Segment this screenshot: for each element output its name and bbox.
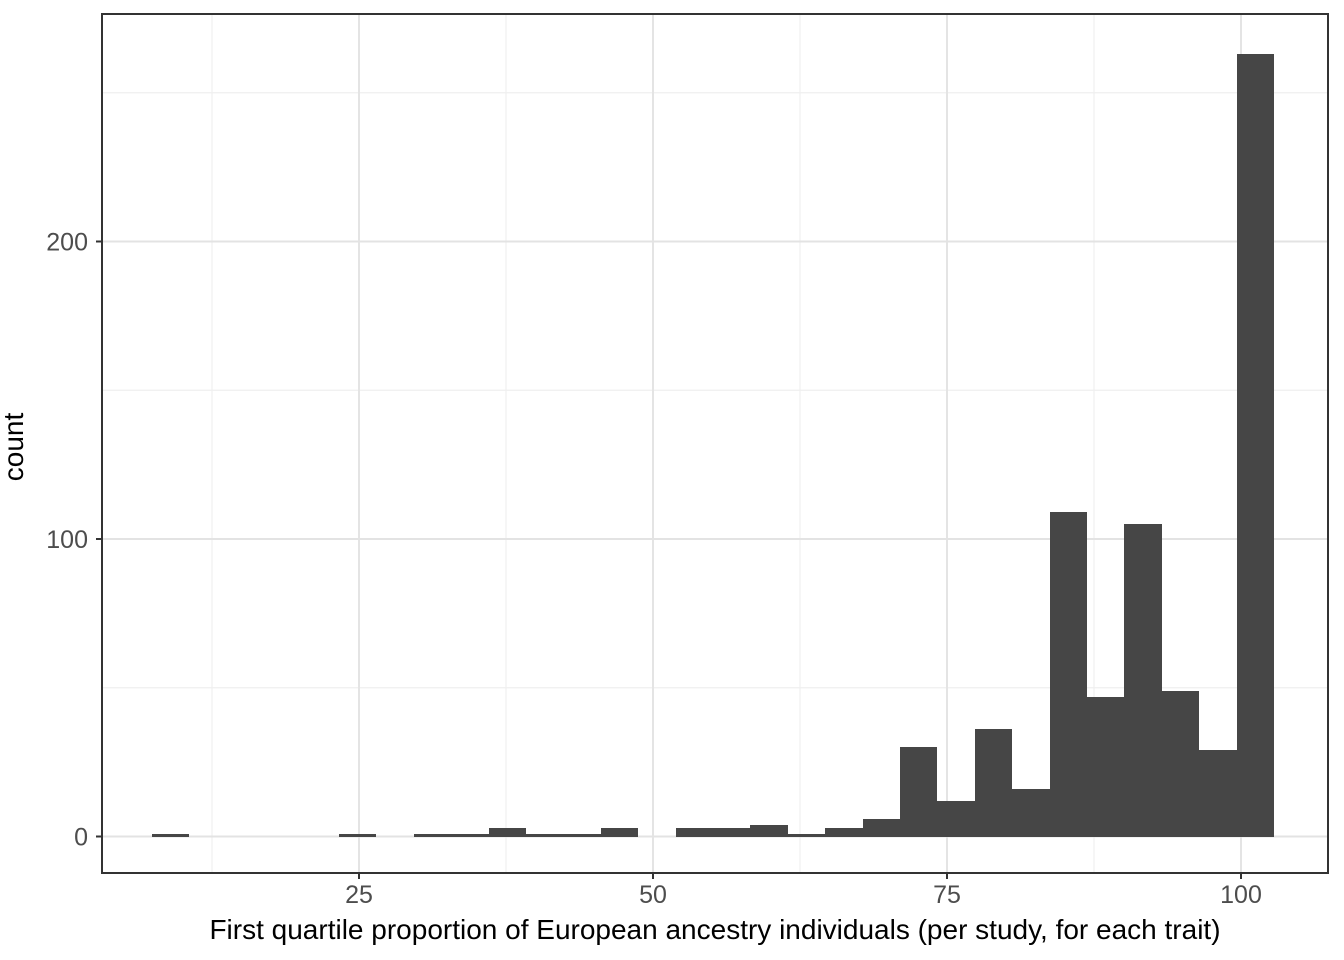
histogram-bar (1237, 54, 1274, 837)
histogram-bar (1124, 524, 1162, 837)
histogram-bar (601, 828, 638, 837)
histogram-bar (900, 747, 937, 837)
histogram-bar (1012, 789, 1050, 837)
histogram-bar (937, 801, 975, 837)
histogram-bar (750, 825, 788, 837)
histogram-bar (526, 834, 563, 837)
panel-border (101, 13, 1329, 874)
x-tick-label: 75 (933, 881, 961, 909)
histogram-bar (152, 834, 189, 837)
histogram-bar (563, 834, 601, 837)
histogram-bar (339, 834, 376, 837)
histogram-bar (975, 729, 1012, 837)
x-tick-label: 100 (1220, 881, 1262, 909)
histogram-bar (1199, 750, 1237, 837)
histogram-bar (489, 828, 526, 837)
y-axis-title: count (0, 412, 29, 482)
histogram-bar (788, 834, 825, 837)
histogram-bar (1162, 691, 1199, 837)
x-tick-label: 25 (345, 881, 373, 909)
histogram-bar (713, 828, 750, 837)
histogram-bar (1050, 512, 1087, 837)
y-tick-label: 200 (46, 229, 88, 257)
histogram-bar (863, 819, 900, 837)
x-axis-title: First quartile proportion of European an… (209, 914, 1221, 945)
y-tick-label: 100 (46, 526, 88, 554)
histogram-bar (451, 834, 489, 837)
x-tick-label: 50 (639, 881, 667, 909)
y-tick-label: 0 (74, 824, 88, 852)
histogram-bar (1087, 697, 1124, 837)
histogram-bar (825, 828, 863, 837)
histogram-bar (676, 828, 713, 837)
histogram-bar (414, 834, 451, 837)
